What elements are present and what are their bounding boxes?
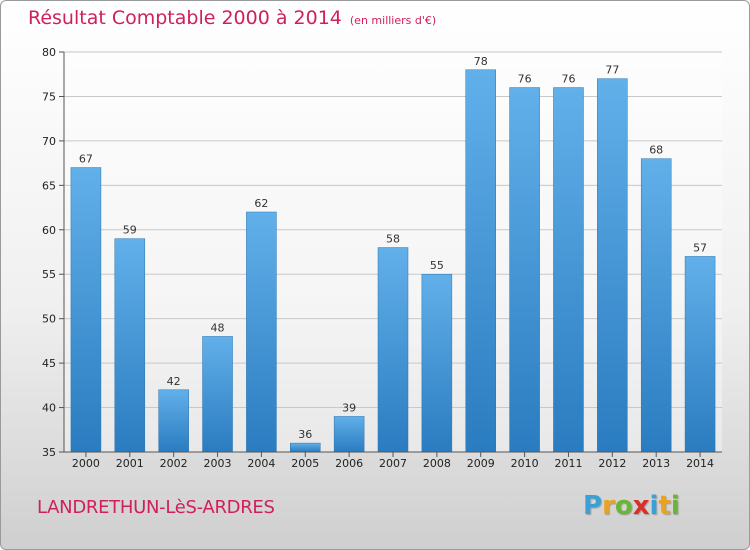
bar-value-label: 57: [693, 241, 707, 254]
bar: [202, 336, 233, 453]
proxiti-logo: Proxiti: [583, 491, 680, 521]
chart-title: Résultat Comptable 2000 à 2014 (en millie…: [28, 7, 436, 29]
bar: [553, 87, 584, 453]
bar: [290, 442, 321, 453]
bar-value-label: 42: [167, 375, 181, 388]
bar: [684, 256, 716, 453]
x-tick-label: 2000: [72, 457, 100, 470]
bar-value-label: 62: [254, 197, 268, 210]
bar-value-label: 39: [342, 401, 356, 414]
bar-value-label: 77: [605, 64, 619, 77]
logo-letter: o: [614, 491, 633, 521]
logo-letter: r: [602, 491, 615, 521]
chart-title-text: Résultat Comptable 2000 à 2014: [28, 7, 342, 29]
logo-letter: i: [649, 491, 659, 521]
x-tick-label: 2001: [116, 457, 144, 470]
bar: [246, 211, 277, 453]
y-tick-label: 35: [42, 446, 56, 459]
y-tick-label: 50: [42, 313, 56, 326]
bar-value-label: 59: [123, 224, 137, 237]
bar-value-label: 76: [561, 73, 575, 86]
bar: [158, 389, 189, 453]
bar-value-label: 55: [430, 259, 444, 272]
bar: [465, 69, 496, 453]
x-tick-label: 2005: [291, 457, 319, 470]
bar-value-label: 48: [211, 321, 225, 334]
bar: [509, 87, 540, 453]
x-tick-label: 2011: [554, 457, 582, 470]
bar-value-label: 76: [518, 73, 532, 86]
y-tick-label: 75: [42, 90, 56, 103]
logo-letter: P: [583, 491, 603, 521]
bar: [114, 238, 146, 453]
chart-unit: (en milliers d'€): [349, 14, 437, 27]
x-tick-label: 2013: [642, 457, 670, 470]
x-tick-label: 2007: [379, 457, 407, 470]
x-tick-label: 2014: [686, 457, 714, 470]
x-tick-label: 2006: [335, 457, 363, 470]
x-tick-label: 2010: [511, 457, 539, 470]
bars: 67 59 42 48 62 36 39 58 55 78 76 76 77 68 57: [70, 55, 716, 453]
bar-value-label: 58: [386, 233, 400, 246]
bar: [377, 247, 409, 453]
x-tick-label: 2009: [467, 457, 495, 470]
y-tick-label: 55: [42, 268, 56, 281]
y-tick-label: 40: [42, 402, 56, 415]
bar: [70, 167, 102, 453]
logo-letter: t: [658, 491, 671, 521]
bar: [421, 273, 453, 453]
y-axis: 35 40 45 50 55 60 65 70 75 80: [42, 46, 65, 459]
bar: [333, 416, 365, 453]
x-tick-label: 2012: [598, 457, 626, 470]
logo-letter: i: [670, 491, 680, 521]
commune-name: LANDRETHUN-LèS-ARDRES: [37, 497, 275, 518]
y-tick-label: 80: [42, 46, 56, 59]
bar: [640, 158, 672, 453]
x-tick-label: 2008: [423, 457, 451, 470]
logo-letter: x: [632, 491, 650, 521]
x-tick-label: 2004: [247, 457, 275, 470]
bar-value-label: 68: [649, 144, 663, 157]
bar: [597, 78, 628, 453]
x-axis: 2000 2001 2002 2003 2004 2005 2006 2007 2008 2009…: [64, 451, 722, 470]
bar-value-label: 78: [474, 55, 488, 68]
y-tick-label: 65: [42, 179, 56, 192]
x-tick-label: 2002: [160, 457, 188, 470]
bar-value-label: 67: [79, 153, 93, 166]
bar-value-label: 36: [298, 428, 312, 441]
y-tick-label: 60: [42, 224, 56, 237]
x-tick-label: 2003: [204, 457, 232, 470]
y-tick-label: 70: [42, 135, 56, 148]
y-tick-label: 45: [42, 357, 56, 370]
